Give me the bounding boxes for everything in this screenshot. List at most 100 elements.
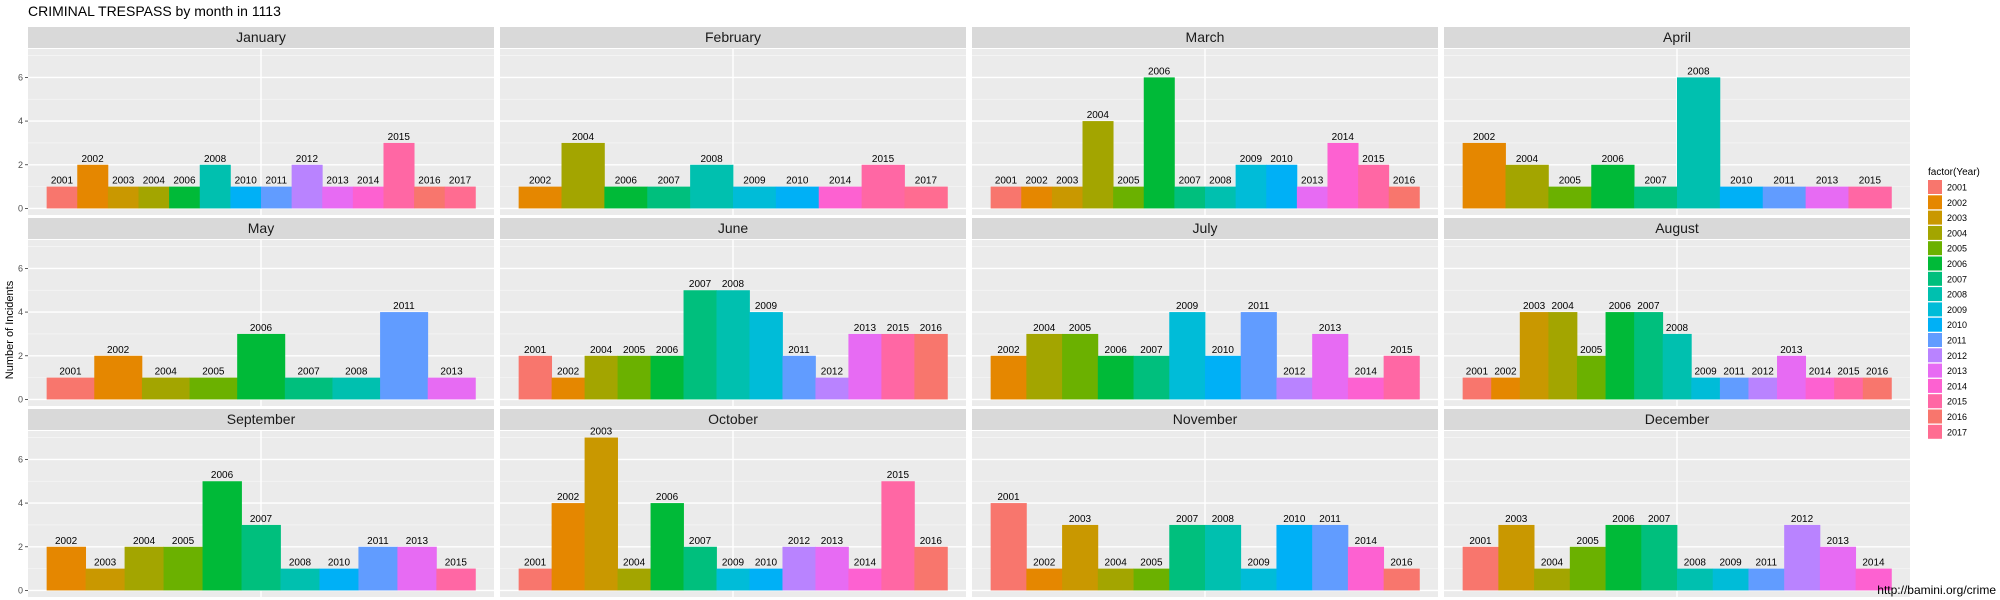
facet-strip-label: September	[227, 411, 296, 427]
bar-label: 2013	[1319, 323, 1342, 334]
bar-label: 2001	[59, 367, 82, 378]
legend-key-2003	[1928, 210, 1942, 225]
bar-2004	[138, 186, 170, 209]
bar-label: 2008	[1212, 514, 1235, 525]
bar-label: 2005	[202, 367, 225, 378]
bar-label: 2011	[1248, 301, 1270, 312]
bar-label: 2016	[1390, 558, 1413, 569]
bar-2003	[1051, 186, 1083, 209]
bar-2009	[749, 312, 783, 400]
bar-2003	[85, 568, 125, 591]
bar-2003	[1062, 524, 1099, 591]
bar-label: 2004	[1541, 558, 1564, 569]
facet-strip-label: June	[718, 220, 749, 236]
bar-2016	[1388, 186, 1420, 209]
bar-label: 2013	[406, 536, 429, 547]
bar-label: 2013	[1827, 536, 1850, 547]
bar-2007	[1634, 186, 1678, 209]
bar-2013	[1819, 546, 1857, 591]
facet-strip-label: July	[1193, 220, 1218, 236]
facet-panel-november: November 2001 2002 2003 2004 2005 2007 2008 2009…	[972, 409, 1438, 597]
bar-label: 2006	[1609, 301, 1632, 312]
bar-label: 2002	[529, 176, 552, 187]
facet-panel-july: July 2002 2004 2005 2006 2007 2009 2010 2011 2012…	[972, 218, 1438, 406]
bar-label: 2003	[94, 558, 117, 569]
legend-key-2008	[1928, 287, 1942, 302]
bar-2002	[77, 164, 109, 209]
bar-2015	[1848, 186, 1892, 209]
bar-2002	[1491, 377, 1521, 400]
legend-label: 2014	[1947, 381, 1967, 391]
facet-panel-december: December 2001 2003 2004 2005 2006 2007 2008 2009…	[1444, 409, 1910, 597]
bar-label: 2002	[997, 345, 1020, 356]
bar-label: 2008	[1209, 176, 1232, 187]
bar-label: 2005	[1117, 176, 1140, 187]
chart-title: CRIMINAL TRESPASS by month in 1113	[28, 3, 281, 19]
facet-panel-january: January 0 2 4 6 2001 2002 2003 2004 2006 2008 2010 2…	[18, 27, 494, 215]
bar-label: 2014	[1809, 367, 1832, 378]
bar-label: 2012	[1283, 367, 1306, 378]
legend-label: 2015	[1947, 397, 1967, 407]
bar-label: 2013	[821, 536, 844, 547]
bar-label: 2012	[821, 367, 844, 378]
bar-label: 2008	[722, 279, 745, 290]
bar-label: 2015	[445, 558, 468, 569]
bar-2015	[383, 142, 415, 209]
y-tick-label: 4	[18, 498, 23, 508]
bar-label: 2014	[829, 176, 852, 187]
bar-label: 2015	[1837, 367, 1860, 378]
bar-label: 2007	[1179, 176, 1202, 187]
bar-label: 2016	[920, 323, 943, 334]
bar-2011	[1240, 312, 1277, 400]
bar-2005	[1569, 546, 1606, 591]
bar-2009	[1240, 568, 1277, 591]
bar-2001	[518, 568, 553, 591]
bar-2008	[1677, 568, 1714, 591]
bar-label: 2006	[1612, 514, 1635, 525]
bar-2004	[141, 377, 190, 400]
bar-2007	[1133, 355, 1170, 400]
legend-label: 2010	[1947, 320, 1967, 330]
bar-2012	[1748, 377, 1778, 400]
bar-2005	[617, 355, 651, 400]
y-tick-label: 6	[18, 72, 23, 82]
bar-label: 2011	[1723, 367, 1745, 378]
legend-label: 2005	[1947, 244, 1967, 254]
bar-2008	[199, 164, 231, 209]
facet-strip	[1444, 27, 1910, 48]
bar-label: 2014	[1355, 536, 1378, 547]
bar-2013	[397, 546, 437, 591]
facet-strip	[28, 218, 494, 239]
bar-2005	[163, 546, 203, 591]
bar-2001	[1462, 377, 1492, 400]
bar-2015	[1383, 355, 1420, 400]
bar-2007	[1641, 524, 1678, 591]
bar-label: 2002	[557, 367, 580, 378]
bar-2003	[1519, 312, 1549, 400]
bar-label: 2007	[658, 176, 681, 187]
bar-label: 2002	[1473, 132, 1496, 143]
bar-label: 2014	[357, 176, 380, 187]
bar-label: 2001	[524, 558, 547, 569]
bar-2005	[1576, 355, 1606, 400]
bar-2008	[1677, 77, 1721, 209]
bar-label: 2002	[1494, 367, 1517, 378]
bar-2006	[1097, 355, 1134, 400]
facet-panel-may: May 0 2 4 6 2001 2002 2004 2005 2006 2007 2008 2011 2…	[18, 218, 494, 406]
legend-label: 2002	[1947, 198, 1967, 208]
bar-2013	[1296, 186, 1328, 209]
bar-label: 2009	[1719, 558, 1742, 569]
facet-strip	[500, 409, 966, 430]
bar-label: 2011	[393, 301, 415, 312]
bar-2008	[716, 290, 750, 400]
bar-label: 2011	[788, 345, 810, 356]
bar-2016	[914, 333, 948, 400]
bar-label: 2003	[1056, 176, 1079, 187]
bar-label: 2016	[1866, 367, 1889, 378]
bar-2007	[683, 290, 717, 400]
bar-2006	[237, 333, 286, 400]
bar-2004	[584, 355, 618, 400]
legend-label: 2013	[1947, 366, 1967, 376]
facet-panel-june: June 2001 2002 2004 2005 2006 2007 2008 2009 2011…	[500, 218, 966, 406]
bar-label: 2004	[1087, 110, 1110, 121]
